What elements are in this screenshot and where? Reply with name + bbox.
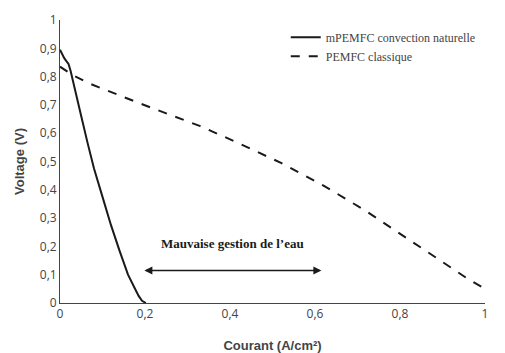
- svg-text:0,6: 0,6: [307, 305, 324, 322]
- svg-text:0,4: 0,4: [40, 181, 57, 198]
- svg-text:PEMFC classique: PEMFC classique: [326, 50, 412, 64]
- svg-text:0,7: 0,7: [40, 96, 57, 113]
- svg-text:1: 1: [482, 305, 489, 322]
- svg-text:0,5: 0,5: [40, 153, 57, 170]
- svg-text:0,1: 0,1: [40, 266, 57, 283]
- svg-text:1: 1: [50, 11, 57, 28]
- svg-text:0,9: 0,9: [40, 40, 57, 57]
- svg-text:Courant (A/cm²): Courant (A/cm²): [223, 338, 321, 353]
- svg-text:0,4: 0,4: [222, 305, 239, 322]
- svg-text:0,6: 0,6: [40, 124, 57, 141]
- svg-text:mPEMFC convection naturelle: mPEMFC convection naturelle: [326, 31, 475, 45]
- svg-text:Voltage (V): Voltage (V): [12, 128, 27, 195]
- svg-text:0,2: 0,2: [40, 238, 57, 255]
- svg-text:0: 0: [57, 305, 64, 322]
- svg-text:0,8: 0,8: [392, 305, 409, 322]
- svg-text:0,8: 0,8: [40, 68, 57, 85]
- svg-text:0: 0: [50, 294, 57, 311]
- svg-text:0,2: 0,2: [137, 305, 154, 322]
- svg-text:Mauvaise gestion de l’eau: Mauvaise gestion de l’eau: [161, 236, 304, 251]
- svg-text:0,3: 0,3: [40, 209, 57, 226]
